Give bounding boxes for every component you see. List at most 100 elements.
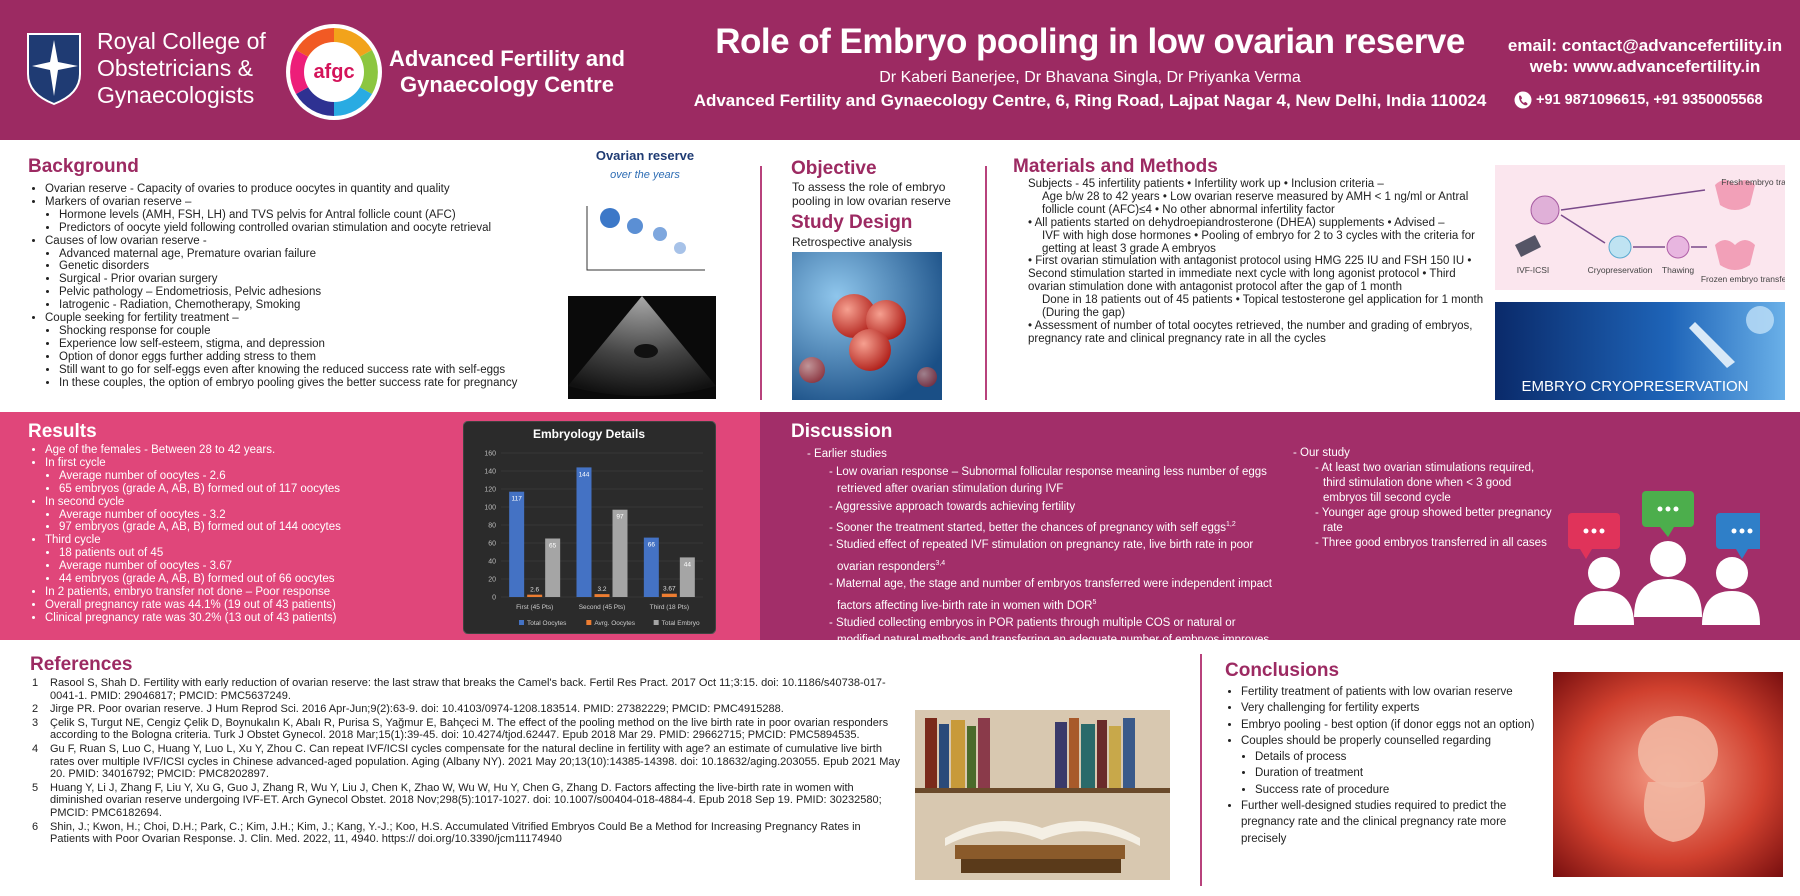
list-item: First ovarian stimulation with antagonis… (1028, 255, 1464, 267)
bar (576, 467, 592, 597)
list-item: Age of the females - Between 28 to 42 ye… (45, 444, 460, 457)
list-item: Infertility work up (1184, 178, 1281, 190)
item-text: At least two ovarian stimulations requir… (1321, 462, 1535, 504)
embryo-image (792, 252, 942, 400)
list-item: In these couples, the option of embryo p… (59, 377, 560, 390)
y-tick-label: 40 (488, 559, 496, 566)
list-item: In second cycleAverage number of oocytes… (45, 496, 460, 535)
chart-title: Embryology Details (533, 427, 645, 441)
list-item: Very challenging for fertility experts (1241, 700, 1546, 716)
address: Advanced Fertility and Gynaecology Centr… (693, 91, 1487, 110)
list-item: At least two ovarian stimulations requir… (1315, 461, 1558, 506)
reference-text: Çelik S, Turgut NE, Cengiz Çelik D, Boyn… (50, 716, 889, 742)
rcog-line: Royal College of (97, 28, 266, 54)
section-title: Conclusions (1225, 660, 1340, 681)
bar (545, 538, 561, 597)
item-text: Third ovarian stimulation done with anta… (1028, 268, 1456, 294)
x-tick-label: First (45 Pts) (516, 604, 553, 611)
item-text: Markers of ovarian reserve – (45, 195, 192, 208)
list-item: Clinical pregnancy rate was 30.2% (13 ou… (45, 612, 460, 625)
legend-label: Total Embryo (662, 620, 700, 627)
list-item: Studied collecting embryos in POR patien… (829, 615, 1282, 671)
item-text: Couples should be properly counselled re… (1241, 734, 1491, 747)
afgc-logo: afgc (286, 24, 382, 120)
item-text: Aggressive approach towards achieving fe… (835, 500, 1076, 513)
list-item: Ovarian reserve - Capacity of ovaries to… (45, 183, 560, 196)
list-item: Causes of low ovarian reserve -Advanced … (45, 235, 560, 312)
item-text: Couple seeking for fertility treatment – (45, 312, 239, 325)
x-tick-label: Second (45 Pts) (579, 604, 626, 611)
section-title: Background (28, 156, 139, 177)
list-item: Advanced maternal age, Premature ovarian… (59, 248, 560, 261)
afgc-name: Advanced Fertility and Gynaecology Centr… (382, 46, 632, 98)
list-item: Sooner the treatment started, better the… (829, 516, 1282, 537)
study-design-text: Retrospective analysis (792, 235, 913, 249)
reference-number: 2 (32, 703, 39, 716)
list-item: In 2 patients, embryo transfer not done … (45, 586, 460, 599)
diagram-label: Cryopreservation (1588, 265, 1653, 275)
bullet-list: Fertility treatment of patients with low… (1226, 684, 1546, 847)
authors: Dr Kaberi Banerjee, Dr Bhavana Singla, D… (879, 69, 1301, 86)
list-item: Maternal age, the stage and number of em… (829, 576, 1282, 615)
list-item: Pelvic pathology – Endometriosis, Pelvic… (59, 286, 560, 299)
item-text: In second cycle (45, 495, 125, 508)
ultrasound-image (568, 296, 716, 399)
list-item: Age b/w 28 to 42 years (1042, 190, 1160, 203)
item-text: Embryo pooling - best option (if donor e… (1241, 718, 1535, 731)
sub-list: At least two ovarian stimulations requir… (1301, 461, 1558, 551)
item-text: Inclusion criteria – (1291, 178, 1384, 190)
data-label: 66 (648, 542, 656, 549)
list-item: Iatrogenic - Radiation, Chemotherapy, Sm… (59, 299, 560, 312)
y-tick-label: 0 (492, 595, 496, 602)
list-item: Duration of treatment (1255, 765, 1546, 781)
list-item: Average number of oocytes - 3.2 (59, 509, 460, 522)
item-text: Low ovarian response – Subnormal follicu… (836, 465, 1267, 496)
bullet-list: Our study At least two ovarian stimulatio… (1278, 446, 1558, 551)
item-text: Studied effect of repeated IVF stimulati… (836, 539, 1254, 573)
email: email: contact@advancefertility.in (1507, 36, 1783, 55)
item-text: Fertility treatment of patients with low… (1241, 686, 1513, 698)
list-item: No other abnormal infertility factor (1152, 204, 1335, 216)
sub-list: Advanced maternal age, Premature ovarian… (45, 248, 560, 313)
bullet-list: Subjects - 45 infertility patients Infert… (1014, 178, 1484, 346)
superscript: 5 (1092, 598, 1097, 606)
legend-swatch (586, 620, 592, 625)
list-item: Younger age group showed better pregnanc… (1315, 506, 1558, 536)
item-text: Ovarian reserve - Capacity of ovaries to… (45, 183, 450, 195)
y-tick-label: 80 (488, 523, 496, 530)
diagram-label: IVF-ICSI (1517, 265, 1550, 275)
list-item: 65 embryos (grade A, AB, B) formed out o… (59, 483, 460, 496)
list-item: In first cycleAverage number of oocytes … (45, 457, 460, 496)
image-subtitle: over the years (610, 169, 680, 181)
sub-list: 18 patients out of 45Average number of o… (45, 547, 460, 586)
cryo-image: EMBRYO CRYOPRESERVATION (1495, 302, 1785, 400)
item-text: Studied collecting embryos in POR patien… (836, 616, 1270, 668)
sub-list: Average number of oocytes - 2.665 embryo… (45, 470, 460, 496)
item-text: Advised – (1394, 216, 1445, 229)
bullet-list: Ovarian reserve - Capacity of ovaries to… (30, 183, 560, 390)
data-label: 44 (684, 561, 692, 568)
reference: 1 Rasool S, Shah D. Fertility with early … (32, 677, 902, 702)
list-item: Earlier studies Low ovarian response – Su… (807, 446, 1282, 671)
list-item: Genetic disorders (59, 260, 560, 273)
x-tick-label: Third (18 Pts) (650, 604, 689, 611)
bar (594, 594, 610, 597)
item-text: In 2 patients, embryo transfer not done … (45, 585, 331, 598)
phone-icon (1514, 91, 1532, 109)
list-item: Advised –IVF with high dose hormonesPool… (1028, 217, 1484, 256)
image-title: Ovarian reserve (596, 148, 694, 163)
discussion-list: Earlier studies Low ovarian response – Su… (792, 446, 1282, 671)
item-text: Sooner the treatment started, better the… (836, 521, 1226, 534)
rcog-logo (27, 33, 81, 106)
list-item: Our study At least two ovarian stimulatio… (1293, 446, 1558, 551)
speech-bubbles-image (1568, 491, 1760, 625)
poster-title: Role of Embryo pooling in low ovarian re… (715, 22, 1465, 61)
bullet-list: Age of the females - Between 28 to 42 ye… (30, 444, 460, 625)
item-text: Younger age group showed better pregnanc… (1321, 507, 1552, 534)
afgc-logo-text: afgc (313, 61, 354, 83)
discussion-list: Our study At least two ovarian stimulatio… (1278, 446, 1558, 551)
reference-number: 4 (32, 742, 39, 755)
item-text: Three good embryos transferred in all ca… (1321, 537, 1547, 549)
list-item: Shocking response for couple (59, 325, 560, 338)
